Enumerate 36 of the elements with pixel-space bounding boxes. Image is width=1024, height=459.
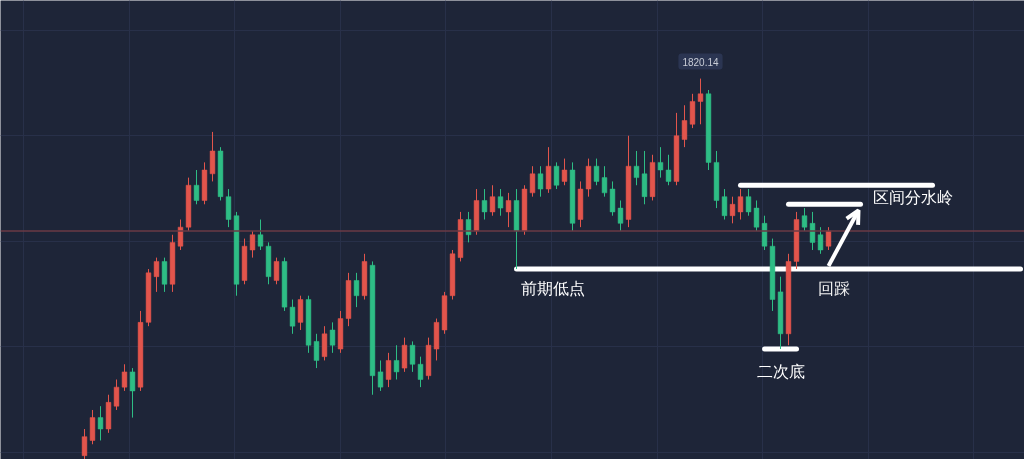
candlestick [481, 188, 488, 221]
candlestick [561, 158, 568, 186]
candlestick [553, 161, 560, 190]
candlestick [497, 188, 504, 217]
candlestick [585, 158, 592, 198]
candlestick [289, 299, 296, 335]
candlestick [393, 344, 400, 381]
series-label: 二次底 [756, 362, 805, 382]
candlestick [321, 325, 328, 361]
candlestick [121, 363, 128, 392]
series-label: 前期低点 [520, 279, 585, 299]
annotation: 回踩 [817, 279, 850, 299]
candlestick [129, 367, 136, 419]
annotation: 1820.14 [682, 56, 720, 68]
candlestick [537, 165, 544, 198]
candlestick [657, 146, 664, 179]
candlestick [489, 184, 496, 217]
candlestick [297, 295, 304, 331]
candlestick [505, 192, 512, 228]
candlestick [465, 211, 472, 243]
candlestick [257, 219, 264, 251]
candlestick [697, 78, 704, 125]
candlestick [161, 257, 168, 293]
candlestick [401, 337, 408, 373]
candlestick [665, 154, 672, 186]
candlestick [193, 169, 200, 205]
candlestick [273, 257, 280, 285]
candlestick [825, 226, 832, 251]
candlestick [385, 352, 392, 388]
candlestick [97, 405, 104, 441]
candlestick [545, 146, 552, 194]
series-label: 区间分水岭 [872, 187, 953, 207]
candlestick [417, 356, 424, 388]
candlestick [353, 272, 360, 308]
candlestick [409, 340, 416, 373]
candlestick [329, 321, 336, 354]
